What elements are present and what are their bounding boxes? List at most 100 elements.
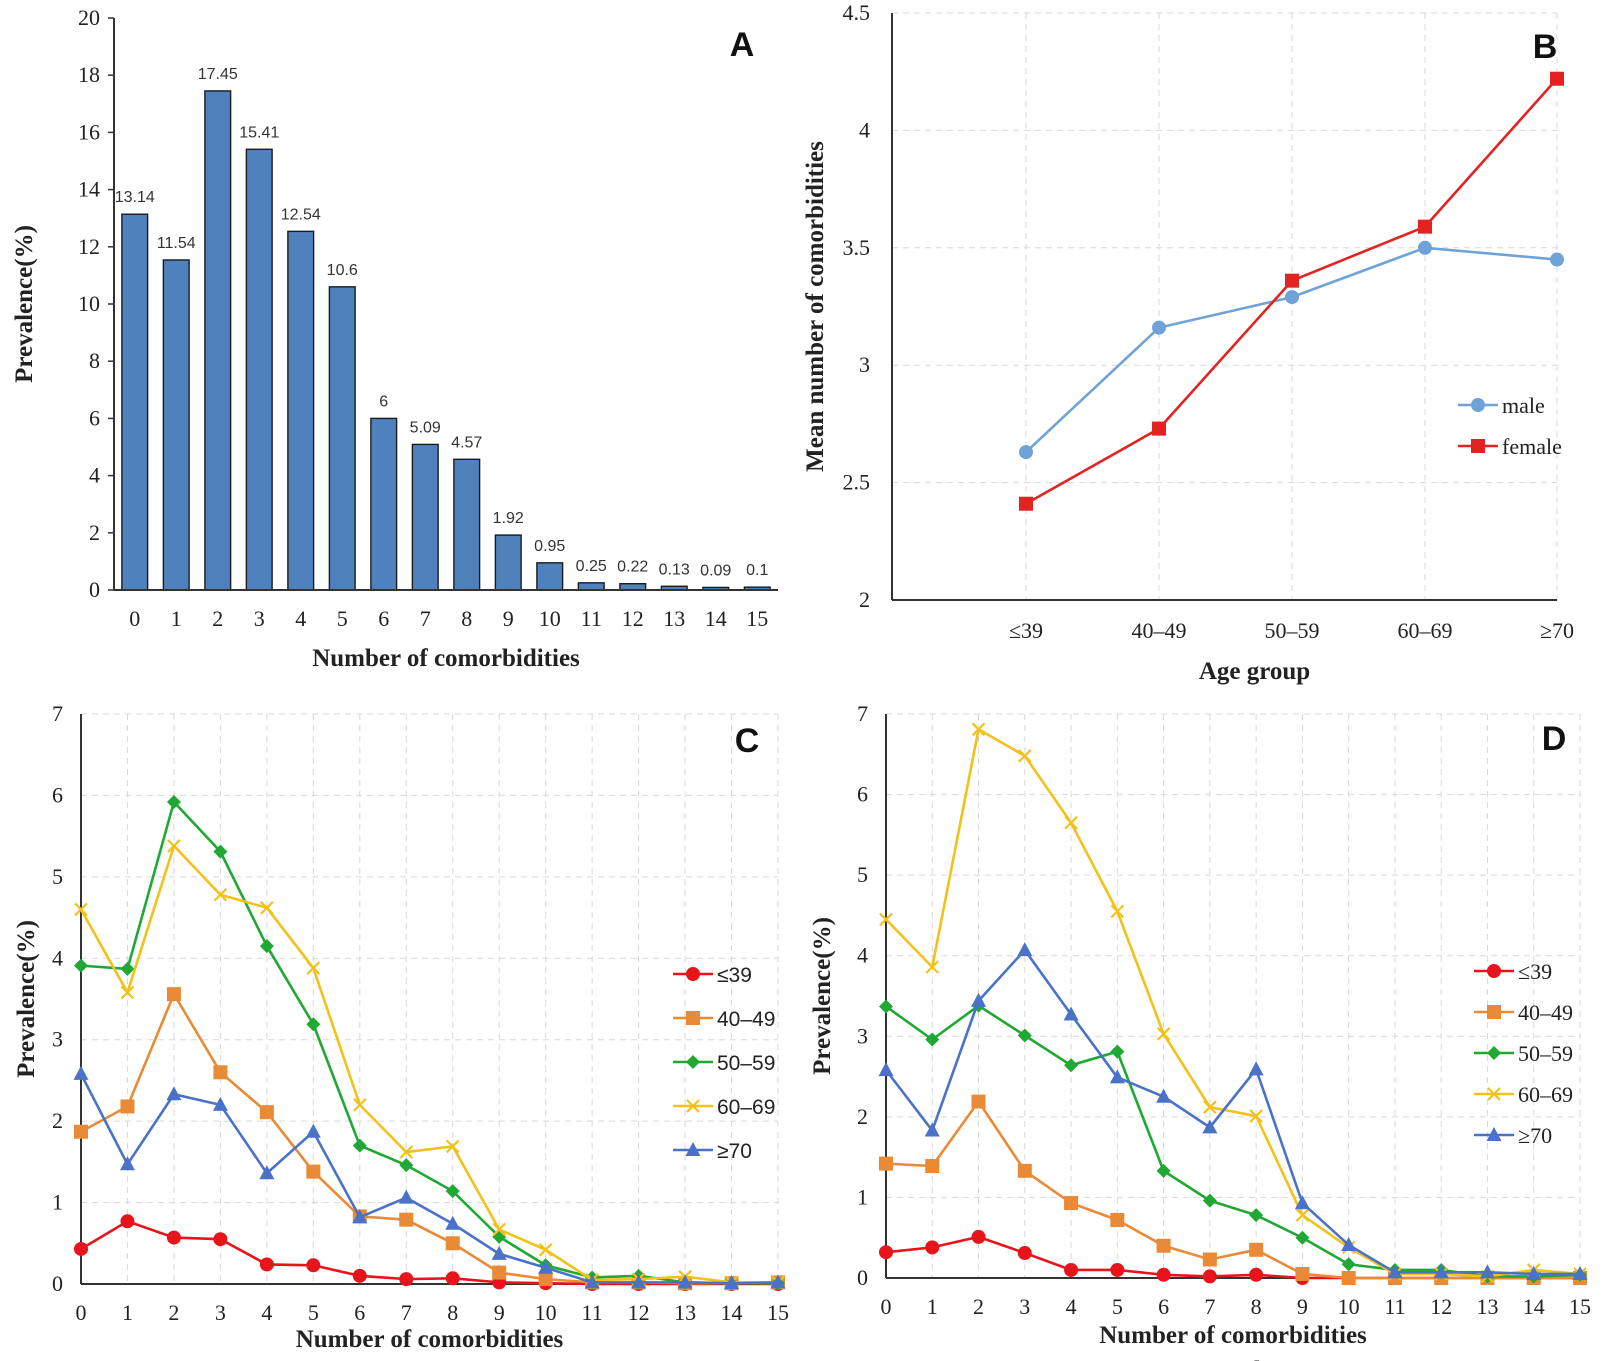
y-tick-label: 8 [89, 348, 100, 373]
data-point [1572, 1265, 1588, 1280]
series-line [885, 1099, 1580, 1280]
x-axis-title: Number of comorbidities [296, 1326, 564, 1353]
data-point [1017, 1163, 1032, 1178]
x-tick-label: 8 [461, 606, 472, 631]
y-tick-label: 6 [89, 405, 100, 430]
data-point [1202, 1193, 1217, 1208]
data-point [166, 987, 181, 1002]
x-tick-label: 15 [767, 1300, 789, 1325]
bar [453, 458, 481, 591]
data-point [1156, 1267, 1171, 1282]
data-point [73, 1065, 89, 1080]
x-tick-label: 15 [746, 606, 768, 631]
data-point [1019, 496, 1033, 511]
x-tick-label: 1 [171, 606, 182, 631]
data-point [1063, 1006, 1079, 1021]
legend-marker [1487, 1046, 1501, 1060]
data-point [1295, 1266, 1310, 1281]
series-line [884, 948, 1580, 1276]
data-point [925, 1159, 940, 1174]
y-tick-label: 3 [859, 352, 870, 377]
data-point [1526, 1265, 1542, 1280]
data-label: 1.92 [493, 510, 524, 527]
data-point [538, 1272, 553, 1287]
y-tick-label: 1 [52, 1190, 63, 1215]
x-tick-label: 9 [1297, 1294, 1308, 1319]
data-point [1202, 1269, 1217, 1284]
y-axis-title: Prevalence(%) [809, 917, 836, 1075]
legend-label: ≥70 [717, 1140, 752, 1163]
x-tick-label: 7 [401, 1300, 412, 1325]
legend-marker [1486, 1127, 1502, 1141]
x-tick-label: 3 [215, 1300, 226, 1325]
data-point [259, 1257, 274, 1272]
y-axis-title: Mean number of comorbidities [802, 141, 829, 472]
data-point [1202, 1119, 1218, 1134]
data-point [74, 958, 88, 973]
x-tick-label: 0 [129, 606, 140, 631]
y-tick-label: 3 [857, 1023, 868, 1048]
data-point [1110, 904, 1125, 919]
legend-label: ≤39 [1518, 959, 1552, 984]
legend-marker [1471, 398, 1485, 412]
data-point [1156, 1163, 1171, 1178]
data-point [925, 960, 940, 974]
x-tick-label: 7 [420, 606, 431, 631]
data-point [1479, 1264, 1495, 1279]
data-point [1064, 1196, 1079, 1211]
y-tick-label: 7 [52, 701, 63, 726]
data-point [213, 887, 228, 902]
y-tick-label: 2 [89, 520, 100, 545]
data-label: 0.22 [617, 559, 648, 576]
x-tick-label: 60–69 [1398, 618, 1453, 643]
data-point [399, 1212, 414, 1227]
x-tick-label: 3 [254, 606, 265, 631]
panel-letter: A [730, 26, 755, 64]
data-point [1152, 320, 1166, 335]
x-tick-label: 13 [674, 1300, 696, 1325]
y-tick-label: 6 [52, 782, 63, 807]
data-point [306, 1017, 321, 1032]
y-tick-label: 0 [52, 1271, 63, 1296]
data-point [971, 1094, 986, 1109]
data-label: 5.09 [410, 419, 441, 436]
y-axis-title: Prevalence(%) [11, 225, 38, 383]
data-point [260, 901, 274, 915]
data-point [445, 1215, 461, 1230]
data-label: 0.1 [746, 562, 768, 579]
data-point [584, 1274, 600, 1289]
series-line [79, 843, 778, 1284]
x-tick-label: 5 [308, 1300, 319, 1325]
legend-label: female [1502, 434, 1562, 459]
data-point [1285, 273, 1299, 288]
data-point [259, 1105, 274, 1120]
data-point [879, 1156, 893, 1171]
bar [577, 582, 605, 591]
x-axis-title: Number of comorbidities [1099, 1322, 1367, 1349]
data-point [306, 1164, 321, 1179]
data-point [74, 1124, 88, 1139]
data-point [120, 1214, 135, 1229]
bar [536, 562, 564, 591]
data-point [445, 1139, 460, 1154]
data-point [120, 961, 135, 976]
data-point [213, 1232, 228, 1247]
y-tick-label: 5 [857, 862, 868, 887]
legend-marker [686, 1099, 700, 1113]
series-line [80, 991, 779, 1285]
data-point [1110, 1044, 1125, 1059]
y-tick-label: 2 [857, 1104, 868, 1129]
data-point [1064, 815, 1078, 830]
data-label: 17.45 [198, 66, 238, 83]
data-point [724, 1275, 740, 1290]
bar [162, 259, 190, 591]
data-point [353, 1098, 367, 1112]
data-point [924, 1122, 940, 1137]
data-label: 0.13 [659, 561, 690, 578]
y-tick-label: 0 [857, 1265, 868, 1290]
x-tick-label: 9 [503, 606, 514, 631]
x-tick-label: 8 [1251, 1294, 1262, 1319]
data-point [352, 1268, 367, 1283]
panel-a: 0 2 4 6 8 10 12 14 16 18 20 13.14 0 11.54 1 17.45 2 15.41… [11, 5, 778, 672]
